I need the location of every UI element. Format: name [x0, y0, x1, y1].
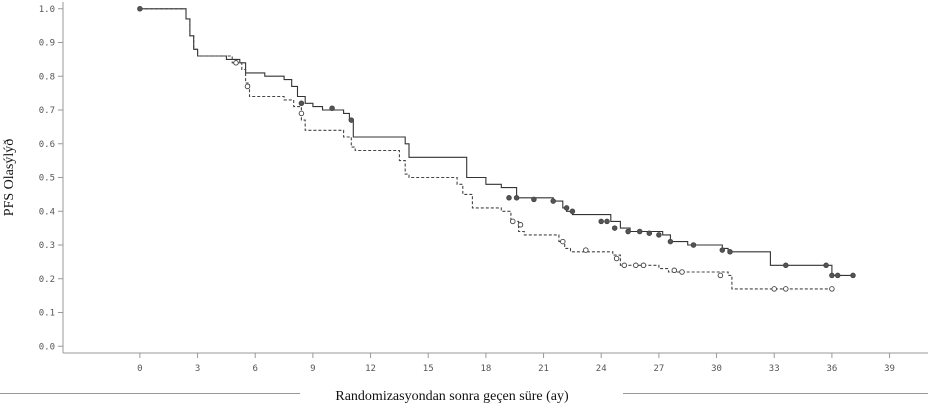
censor-mark-solid	[850, 272, 856, 279]
censor-mark-solid	[690, 242, 697, 248]
censor-mark-dashed	[583, 247, 589, 253]
censor-mark-dashed	[298, 110, 305, 117]
censor-mark-dashed	[783, 286, 789, 292]
x-tick-label: 18	[480, 364, 491, 374]
censor-mark-dashed	[244, 83, 251, 90]
censor-mark-solid	[823, 262, 829, 269]
y-tick-label: 0.9	[39, 39, 55, 49]
censor-mark-solid	[531, 196, 537, 203]
censor-mark-dashed	[633, 262, 639, 269]
censor-mark-solid	[329, 105, 335, 112]
x-tick-label: 30	[711, 364, 722, 374]
y-tick-label: 0.5	[39, 174, 55, 184]
footer-rule-left	[0, 393, 300, 394]
x-tick-label: 3	[195, 364, 200, 374]
censor-mark-solid	[719, 247, 726, 253]
censor-mark-solid	[611, 225, 618, 231]
censor-mark-solid	[506, 195, 512, 201]
censor-mark-solid	[569, 208, 576, 215]
x-tick-label: 24	[596, 364, 607, 374]
x-tick-label: 33	[769, 364, 780, 374]
censor-mark-dashed	[829, 286, 835, 292]
y-tick-label: 0.4	[39, 207, 55, 217]
censor-mark-solid	[834, 272, 841, 279]
x-tick-label: 21	[538, 364, 549, 374]
censor-mark-dashed	[233, 60, 239, 66]
censor-mark-dashed	[517, 222, 524, 228]
censor-mark-solid	[636, 228, 643, 235]
series-line-solid	[139, 8, 852, 276]
censor-mark-solid	[829, 272, 835, 279]
x-tick-label: 0	[137, 364, 142, 374]
censor-mark-solid	[604, 218, 610, 225]
x-tick-label: 36	[826, 364, 837, 374]
x-axis-title: Randomizasyondan sonra geçen süre (ay)	[335, 389, 569, 404]
censor-mark-dashed	[613, 255, 620, 262]
censor-mark-solid	[656, 232, 662, 238]
y-tick-label: 1.0	[39, 5, 55, 15]
series-line-dashed	[139, 8, 832, 290]
censor-mark-dashed	[560, 238, 566, 245]
x-tick-label: 6	[253, 364, 258, 374]
censor-mark-dashed	[671, 267, 678, 274]
censor-mark-dashed	[717, 272, 724, 279]
censor-mark-solid	[625, 228, 631, 235]
censor-mark-solid	[298, 100, 305, 107]
censor-mark-dashed	[621, 262, 628, 269]
y-tick-label: 0.7	[39, 106, 55, 116]
footer-rule-right	[623, 393, 928, 394]
x-tick-label: 15	[423, 364, 434, 374]
censor-mark-solid	[646, 230, 653, 236]
censor-mark-dashed	[510, 218, 516, 225]
x-tick-label: 27	[653, 364, 664, 374]
censor-mark-solid	[783, 262, 789, 269]
censor-mark-solid	[550, 198, 556, 204]
y-tick-label: 0.1	[39, 309, 55, 319]
y-tick-label: 0.8	[39, 72, 55, 82]
x-tick-label: 39	[884, 364, 895, 374]
y-tick-label: 0.0	[39, 342, 55, 352]
x-tick-label: 9	[310, 364, 315, 374]
censor-mark-solid	[563, 205, 570, 211]
y-tick-label: 0.3	[39, 241, 55, 251]
censor-mark-dashed	[771, 286, 777, 292]
y-tick-label: 0.2	[39, 275, 55, 285]
start-point	[137, 5, 143, 12]
censor-mark-dashed	[640, 262, 647, 269]
censor-mark-dashed	[679, 269, 685, 275]
y-tick-label: 0.6	[39, 140, 55, 150]
censor-mark-solid	[727, 249, 733, 255]
censor-mark-solid	[348, 117, 355, 123]
x-tick-label: 12	[365, 364, 376, 374]
censor-mark-solid	[598, 218, 604, 225]
censor-mark-solid	[513, 195, 520, 201]
censor-mark-solid	[667, 238, 674, 245]
y-axis-title: PFS Olasýlýð	[2, 139, 17, 216]
